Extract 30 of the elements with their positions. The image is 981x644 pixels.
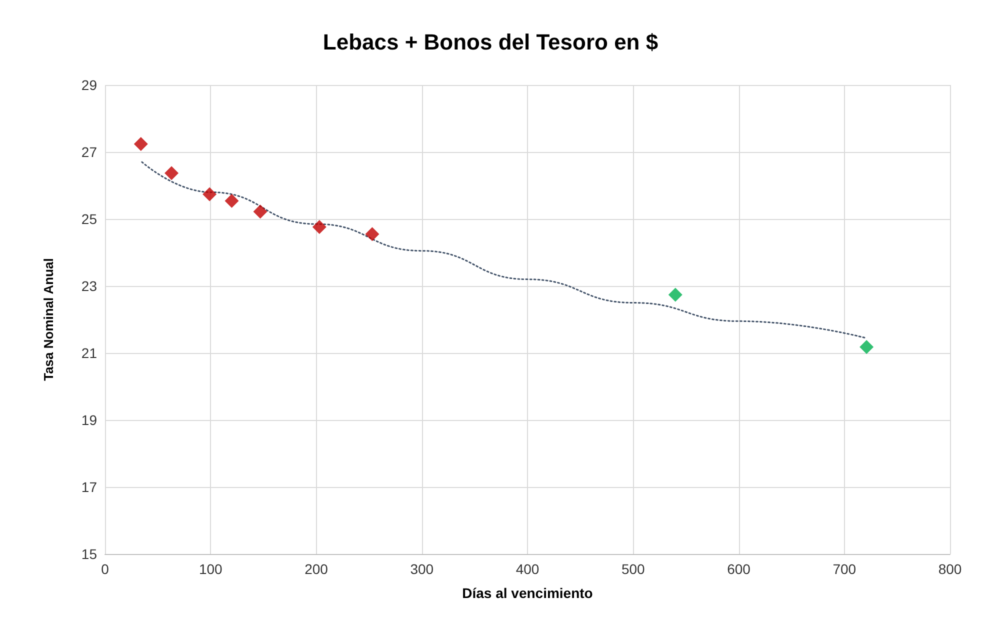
x-tick-label: 500 [621,561,646,577]
y-tick-label: 21 [81,345,98,361]
point [164,166,179,180]
point [202,187,217,202]
point [312,220,326,234]
x-tick-label: 200 [304,561,328,577]
point [253,204,268,219]
line-series [141,161,866,339]
x-tick-label: 700 [832,561,856,577]
x-tick-label: 0 [101,561,110,577]
chart-title: Lebacs + Bonos del Tesoro en $ [322,30,658,54]
x-tick-label: 800 [938,561,962,577]
y-axis-title: Tasa Nominal Anual [41,258,56,381]
point [134,136,148,151]
y-tick-label: 17 [81,479,98,495]
x-tick-label: 600 [727,561,751,577]
y-tick-label: 23 [81,278,98,294]
x-tick-label: 300 [410,561,434,577]
y-tick-label: 25 [81,211,98,227]
y-tick-label: 19 [81,412,98,428]
y-tick-label: 15 [81,546,98,562]
x-axis-title: Días al vencimiento [462,585,593,601]
point [224,194,239,208]
y-tick-label: 27 [81,144,98,160]
x-tick-label: 100 [198,561,223,577]
x-tick-label: 400 [516,561,540,577]
point [668,288,682,302]
y-tick-label: 29 [81,77,98,93]
point [860,340,874,354]
point [365,227,380,242]
